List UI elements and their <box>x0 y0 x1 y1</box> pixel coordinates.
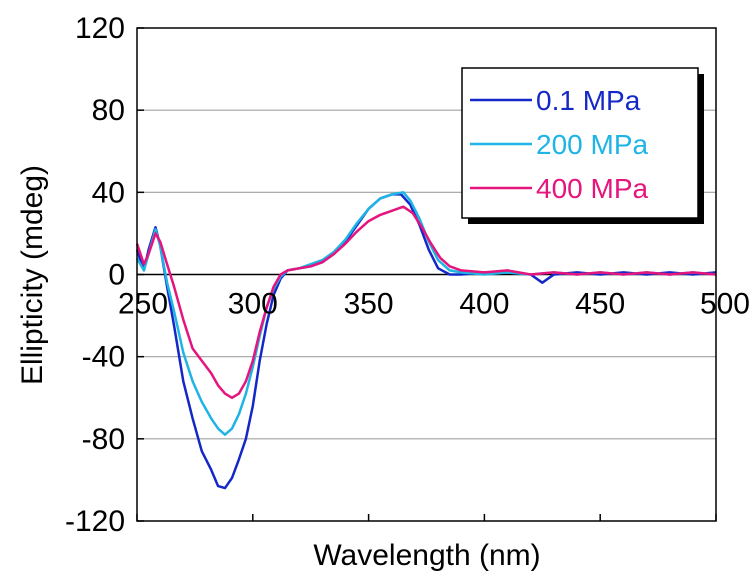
y-tick-label-1: 80 <box>92 94 125 127</box>
y-tick-label-4: -40 <box>82 341 125 374</box>
series-lines <box>135 191 717 490</box>
x-axis-title: Wavelength (nm) <box>313 539 540 572</box>
x-tick-label-1: 300 <box>228 288 278 321</box>
y-tick-label-6: -120 <box>65 505 125 538</box>
y-axis-title: Ellipticity (mdeg) <box>16 165 49 385</box>
legend-label-2: 200 MPa <box>536 129 648 160</box>
x-tick-label-2: 350 <box>344 288 394 321</box>
x-tick-label-4: 450 <box>575 288 625 321</box>
y-axis-ticks: 120 80 40 0 -40 -80 -120 <box>65 12 144 538</box>
series-line-3 <box>135 205 717 400</box>
x-tick-label-3: 400 <box>459 288 509 321</box>
y-tick-label-2: 40 <box>92 176 125 209</box>
legend: 0.1 MPa 200 MPa 400 MPa <box>461 67 704 224</box>
x-tick-label-5: 500 <box>700 288 750 321</box>
legend-label-1: 0.1 MPa <box>536 85 641 116</box>
x-axis-ticks: 250 300 350 400 450 500 <box>118 288 750 521</box>
x-tick-label-0: 250 <box>118 288 168 321</box>
legend-label-3: 400 MPa <box>536 173 648 204</box>
y-tick-label-5: -80 <box>82 423 125 456</box>
y-tick-label-0: 120 <box>75 12 125 45</box>
y-tick-label-3: 0 <box>108 259 125 292</box>
